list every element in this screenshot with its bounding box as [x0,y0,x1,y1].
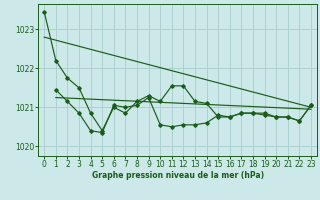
X-axis label: Graphe pression niveau de la mer (hPa): Graphe pression niveau de la mer (hPa) [92,171,264,180]
